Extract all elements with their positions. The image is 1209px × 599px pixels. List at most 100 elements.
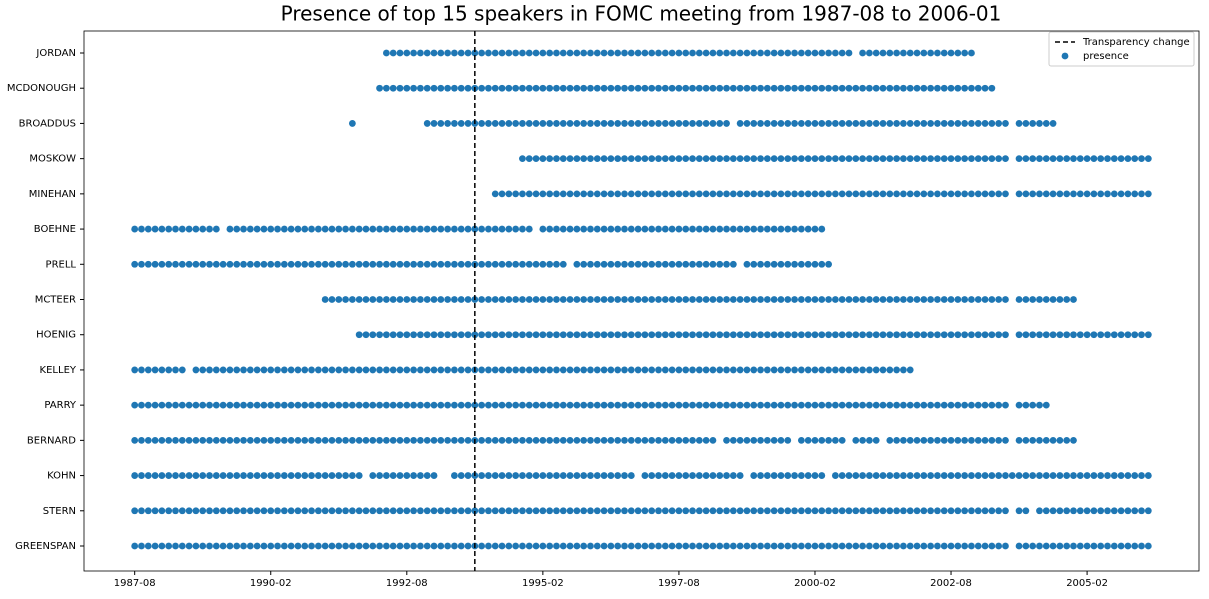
presence-dot — [240, 401, 247, 409]
presence-dot — [716, 49, 724, 57]
presence-dot — [607, 542, 615, 550]
presence-dot — [1042, 155, 1050, 163]
presence-dot — [253, 225, 261, 233]
presence-dot — [199, 436, 207, 444]
presence-dot — [729, 155, 737, 163]
presence-dot — [519, 49, 526, 57]
presence-dot — [1042, 472, 1050, 479]
x-tick-label: 2000-02 — [794, 578, 836, 589]
presence-dot — [770, 472, 778, 479]
presence-dot — [682, 436, 690, 444]
presence-dot — [457, 542, 465, 550]
presence-dot — [382, 260, 390, 268]
presence-dot — [417, 84, 424, 92]
presence-dot — [770, 436, 778, 444]
presence-dot — [852, 507, 860, 515]
presence-dot — [661, 366, 669, 374]
presence-dot — [886, 507, 894, 515]
presence-dot — [797, 331, 805, 339]
presence-dot — [825, 507, 832, 515]
presence-dot — [1110, 331, 1118, 339]
presence-dot — [634, 225, 642, 233]
y-tick-label: KOHN — [47, 471, 76, 482]
presence-dot — [192, 542, 200, 550]
presence-dot — [1104, 542, 1111, 550]
presence-dot — [226, 260, 234, 268]
presence-dot — [968, 401, 975, 409]
presence-dot — [750, 542, 758, 550]
presence-dot — [865, 331, 873, 339]
presence-dot — [355, 401, 363, 409]
presence-dot — [825, 49, 832, 57]
presence-dot — [621, 401, 628, 409]
presence-dot — [757, 401, 764, 409]
presence-dot — [675, 542, 683, 550]
presence-dot — [661, 472, 669, 479]
presence-dot — [199, 225, 207, 233]
presence-dot — [859, 296, 866, 303]
presence-dot — [947, 331, 955, 339]
presence-dot — [893, 472, 901, 479]
presence-dot — [668, 49, 676, 57]
presence-dot — [927, 155, 935, 163]
presence-dot — [627, 120, 635, 127]
presence-dot — [219, 436, 227, 444]
presence-dot — [736, 84, 744, 92]
presence-dot — [600, 190, 608, 198]
presence-dot — [777, 260, 785, 268]
presence-dot — [321, 542, 329, 550]
presence-dot — [1110, 155, 1118, 163]
presence-dot — [838, 472, 846, 479]
presence-dot — [1015, 507, 1023, 515]
x-tick-label: 1992-08 — [386, 578, 428, 589]
presence-dot — [253, 542, 261, 550]
presence-dot — [831, 507, 839, 515]
presence-dot — [913, 401, 921, 409]
presence-dot — [457, 49, 465, 57]
presence-dot — [934, 49, 941, 57]
presence-dot — [314, 436, 322, 444]
presence-dot — [859, 472, 866, 479]
presence-dot — [308, 507, 315, 515]
presence-dot — [736, 542, 744, 550]
presence-dot — [682, 542, 690, 550]
presence-dot — [382, 401, 390, 409]
presence-dot — [961, 49, 969, 57]
presence-dot — [607, 225, 615, 233]
presence-dot — [219, 366, 227, 374]
presence-dot — [736, 120, 744, 127]
presence-dot — [621, 84, 628, 92]
presence-dot — [437, 366, 445, 374]
presence-dot — [559, 436, 567, 444]
presence-dot — [675, 120, 683, 127]
presence-dot — [709, 436, 717, 444]
presence-dot — [267, 260, 275, 268]
presence-dot — [369, 472, 377, 479]
presence-dot — [757, 472, 764, 479]
presence-dot — [423, 120, 431, 127]
presence-dot — [886, 331, 894, 339]
y-tick-label: PRELL — [46, 259, 77, 270]
presence-dot — [900, 296, 907, 303]
presence-dot — [845, 507, 853, 515]
presence-dot — [920, 472, 928, 479]
presence-dot — [382, 331, 390, 339]
presence-dot — [682, 155, 690, 163]
presence-dot — [1144, 507, 1152, 515]
presence-dot — [321, 472, 329, 479]
presence-dot — [389, 472, 397, 479]
presence-dot — [525, 401, 533, 409]
presence-dot — [791, 472, 798, 479]
presence-dot — [831, 296, 839, 303]
presence-dot — [743, 120, 751, 127]
presence-dot — [539, 472, 547, 479]
presence-dot — [525, 225, 533, 233]
presence-dot — [396, 296, 404, 303]
presence-dot — [206, 401, 213, 409]
presence-dot — [804, 296, 812, 303]
presence-dot — [627, 84, 635, 92]
presence-dot — [736, 190, 744, 198]
presence-dot — [491, 542, 499, 550]
presence-dot — [934, 472, 941, 479]
presence-dot — [648, 331, 656, 339]
